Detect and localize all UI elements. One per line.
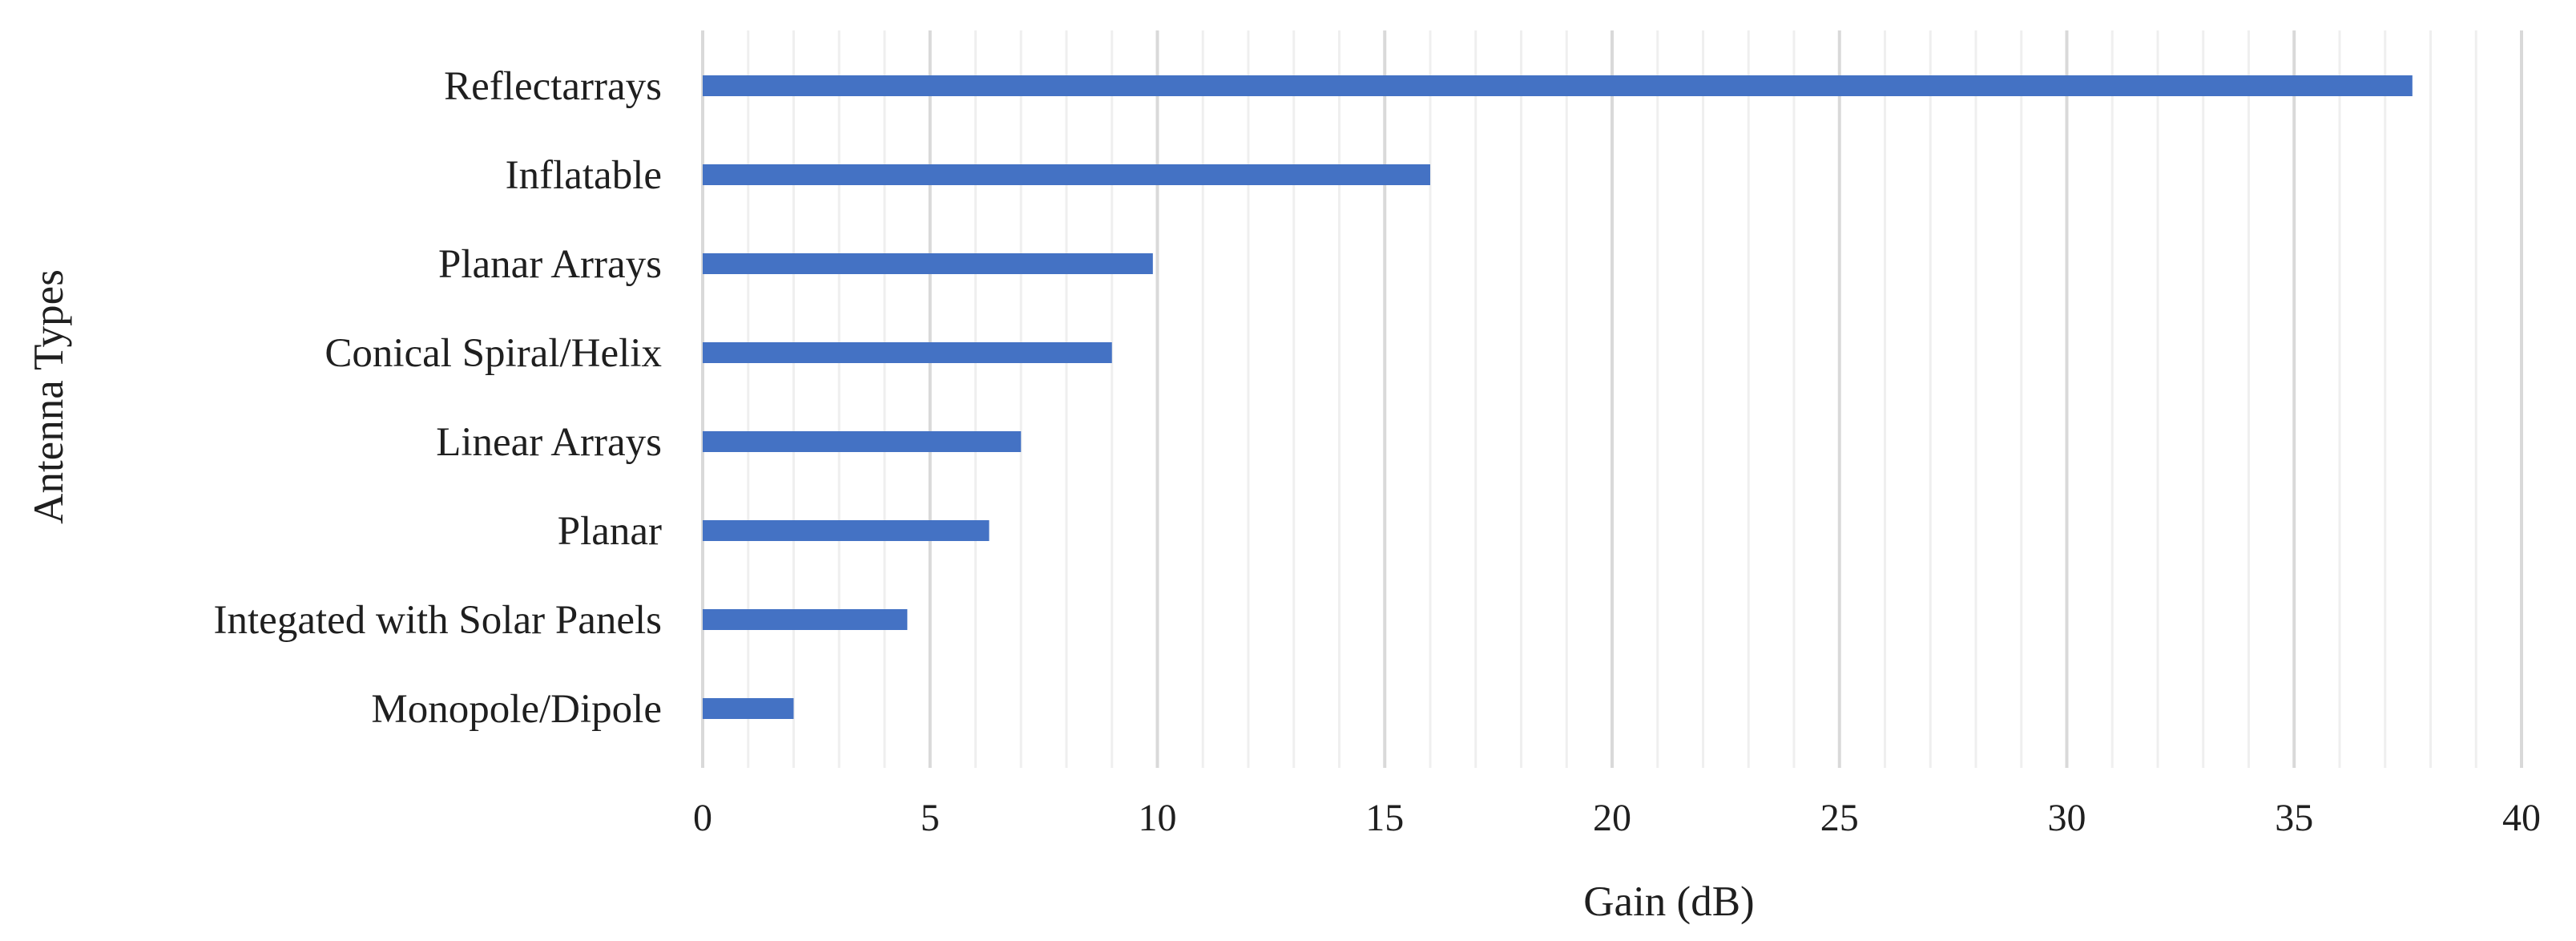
bar-conical-spiral-helix: [703, 342, 1112, 363]
x-tick-label: 5: [921, 797, 940, 839]
x-tick-label: 15: [1365, 797, 1404, 839]
x-tick-label: 25: [1820, 797, 1859, 839]
x-tick-label: 30: [2048, 797, 2086, 839]
x-tick-label: 0: [693, 797, 712, 839]
x-tick-labels: 0 5 10 15 20 25 30 35 40: [693, 797, 2541, 839]
x-axis-title: Gain (dB): [1583, 878, 1754, 925]
x-tick-label: 20: [1593, 797, 1631, 839]
bar-monopole-dipole: [703, 698, 794, 719]
category-label: Monopole/Dipole: [371, 687, 662, 732]
y-axis-title: Antenna Types: [26, 269, 72, 524]
x-tick-label: 10: [1139, 797, 1177, 839]
bar-integated-with-solar-panels: [703, 609, 908, 630]
category-label: Reflectarrays: [444, 64, 662, 109]
category-label: Integated with Solar Panels: [214, 598, 662, 643]
bar-planar: [703, 520, 990, 541]
category-labels: Reflectarrays Inflatable Planar Arrays Coni…: [214, 64, 662, 732]
bar-reflectarrays: [703, 75, 2413, 96]
bar-linear-arrays: [703, 431, 1022, 452]
category-label: Conical Spiral/Helix: [325, 331, 662, 376]
gridlines: [701, 30, 2523, 768]
category-label: Linear Arrays: [436, 420, 662, 465]
bar-planar-arrays: [703, 253, 1153, 274]
x-tick-label: 35: [2275, 797, 2313, 839]
category-label: Planar: [558, 509, 662, 554]
bars: [703, 75, 2413, 719]
category-label: Planar Arrays: [438, 242, 662, 287]
bar-inflatable: [703, 164, 1430, 185]
category-label: Inflatable: [506, 153, 662, 198]
x-tick-label: 40: [2502, 797, 2541, 839]
